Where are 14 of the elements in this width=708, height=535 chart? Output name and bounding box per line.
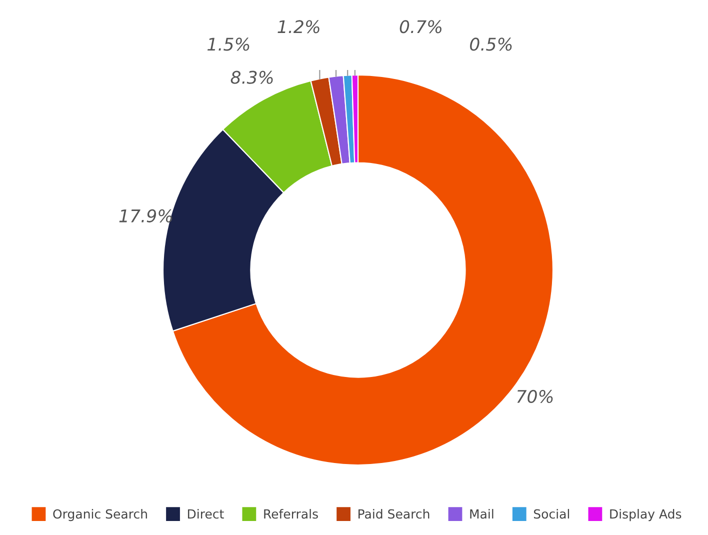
legend-label: Paid Search <box>358 508 430 519</box>
data-label: 0.5% <box>470 38 512 51</box>
legend-label: Social <box>534 508 570 519</box>
legend-label: Referrals <box>264 508 318 519</box>
legend-label: Display Ads <box>610 508 682 522</box>
legend-label: Mail <box>470 508 494 519</box>
legend-label: Direct <box>188 508 224 519</box>
data-label: 1.5% <box>207 38 250 51</box>
data-label: 8.3% <box>230 70 273 84</box>
legend-label: Organic Search <box>53 508 147 522</box>
data-label: 1.2% <box>278 20 320 34</box>
data-label: 70% <box>517 390 553 404</box>
data-label: 0.7% <box>400 20 442 34</box>
data-label: 17.9% <box>119 209 172 222</box>
